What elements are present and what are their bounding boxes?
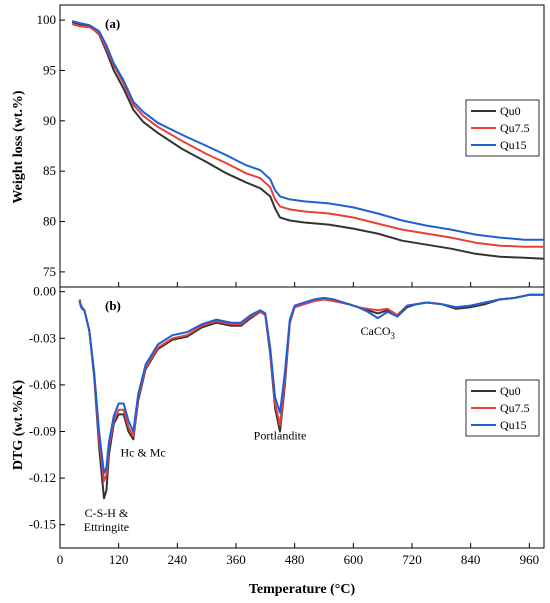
y-tick-label: -0.15 <box>29 517 56 532</box>
annotation-text: CaCO <box>361 324 391 338</box>
y-tick-label: 90 <box>43 113 56 128</box>
x-tick-label: 240 <box>168 552 188 567</box>
panel-label: (b) <box>105 298 121 313</box>
peak-annotation: Hc & Mc <box>120 445 165 459</box>
x-tick-label: 960 <box>520 552 540 567</box>
x-tick-label: 120 <box>109 552 129 567</box>
legend-entry: Qu0 <box>500 384 521 398</box>
y-axis-label: Weight loss (wt.%) <box>11 90 26 204</box>
y-tick-label: 80 <box>43 214 56 229</box>
y-tick-label: 0.00 <box>33 284 56 299</box>
x-axis-label: Temperature (°C) <box>249 582 356 597</box>
annotation-text: Portlandite <box>254 428 307 442</box>
annotation-subscript: 3 <box>391 331 396 341</box>
x-tick-label: 360 <box>226 552 246 567</box>
legend-entry: Qu15 <box>500 418 527 432</box>
legend-entry: Qu7.5 <box>500 401 530 415</box>
y-tick-label: -0.12 <box>29 470 56 485</box>
legend-entry: Qu7.5 <box>500 121 530 135</box>
peak-annotation: Portlandite <box>254 428 307 442</box>
y-tick-label: 75 <box>43 264 56 279</box>
annotation-text: Hc & Mc <box>120 445 165 459</box>
x-tick-label: 480 <box>285 552 305 567</box>
peak-annotation: C-S-H & <box>85 506 129 520</box>
y-axis-label: DTG (wt.%/K) <box>11 380 26 471</box>
y-tick-label: -0.03 <box>29 330 56 345</box>
y-tick-label: -0.09 <box>29 423 56 438</box>
panel-a: 75 80 85 90 95 100 (a) Weight loss (wt.%) Qu0 Qu7… <box>11 4 545 288</box>
x-tick-label: 600 <box>344 552 364 567</box>
y-tick-label: 95 <box>43 62 56 77</box>
y-tick-label: -0.06 <box>29 377 57 392</box>
peak-annotation: CaCO3 <box>361 324 396 341</box>
legend-entry: Qu0 <box>500 104 521 118</box>
annotation-text: Ettringite <box>84 520 129 534</box>
peak-annotation: Ettringite <box>84 520 129 534</box>
legend-entry: Qu15 <box>500 138 527 152</box>
y-tick-label: 100 <box>37 12 57 27</box>
panel-label: (a) <box>105 16 120 31</box>
x-tick-label: 840 <box>461 552 481 567</box>
series-line-qu15 <box>78 293 544 475</box>
panel-b: 0.00 -0.03 -0.06 -0.09 -0.12 -0.15 0 120 240 360 4… <box>11 284 545 597</box>
annotation-text: C-S-H & <box>85 506 129 520</box>
y-tick-label: 85 <box>43 163 56 178</box>
plot-frame <box>59 286 545 549</box>
x-tick-label: 720 <box>402 552 422 567</box>
series-line-qu0 <box>71 21 545 260</box>
series-line-qu15 <box>71 20 544 241</box>
x-tick-label: 0 <box>57 552 64 567</box>
